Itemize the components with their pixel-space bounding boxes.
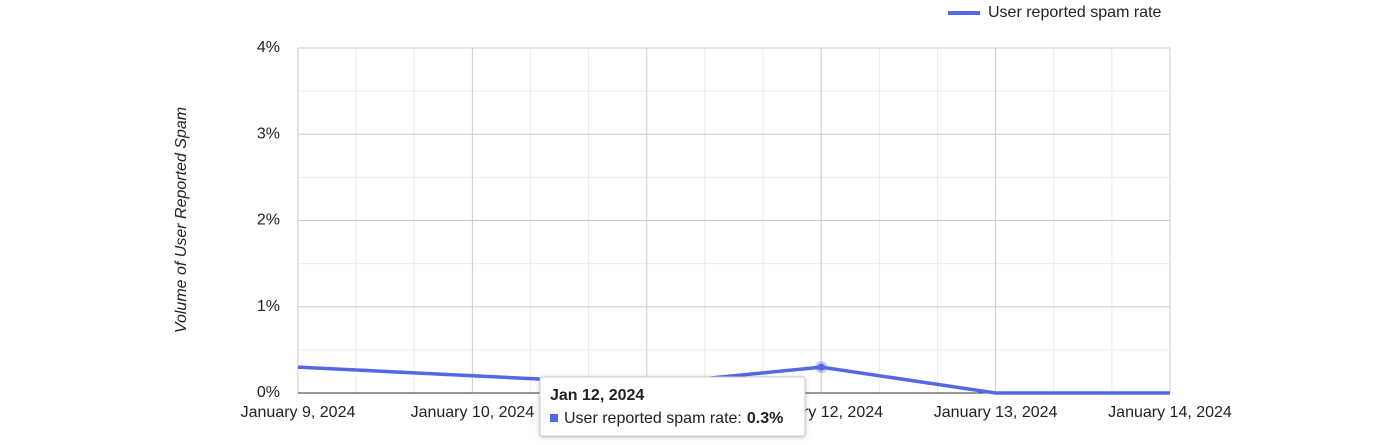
y-tick-label: 3% [257,125,280,142]
x-tick-label: January 9, 2024 [241,404,356,421]
y-tick-label: 0% [257,384,280,401]
tooltip-value: 0.3% [747,410,783,427]
y-axis-title: Volume of User Reported Spam [173,107,190,333]
tooltip-swatch [550,414,558,422]
x-tick-label: January 13, 2024 [934,404,1058,421]
x-tick-label: January 14, 2024 [1108,404,1232,421]
tooltip-series: User reported spam rate: [564,410,742,427]
legend-label: User reported spam rate [988,4,1162,21]
tooltip-box [539,376,806,437]
tooltip-title: Jan 12, 2024 [550,387,644,404]
tooltip-label: User reported spam rate: 0.3% [564,410,783,427]
y-tick-label: 2% [257,212,280,229]
y-tick-label: 1% [257,298,280,315]
y-tick-label: 4% [257,39,280,56]
data-line [297,365,1170,395]
x-tick-label: January 10, 2024 [411,404,535,421]
hover-point [817,363,825,371]
